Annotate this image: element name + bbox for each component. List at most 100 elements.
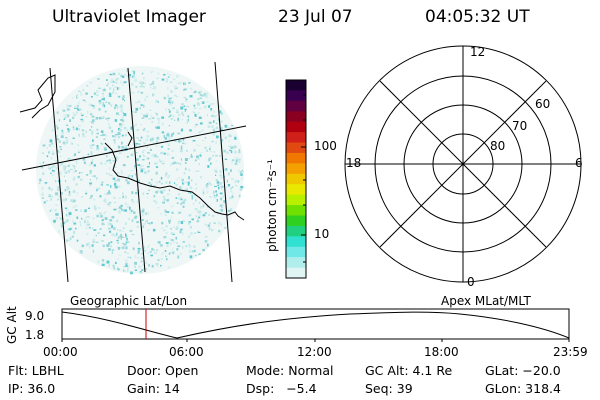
colorbar-band [286,267,306,279]
speckle [188,176,190,180]
timeline-x-tick: 00:00 [43,345,78,359]
speckle [99,101,102,105]
speckle [117,95,121,98]
colorbar-band [286,184,306,196]
speckle [139,81,143,85]
speckle [166,199,169,202]
speckle [82,158,86,161]
speckle [118,133,121,135]
mlat-label: 80 [490,139,506,153]
speckle [55,192,59,196]
speckle [54,159,58,162]
speckle [143,171,147,174]
speckle [123,243,127,246]
speckle [151,121,154,123]
speckle [120,119,123,121]
speckle [107,192,111,195]
speckle [134,111,137,113]
speckle [155,201,158,204]
speckle [165,141,169,143]
speckle [72,219,74,222]
speckle [154,111,157,115]
speckle [61,226,64,228]
speckle [197,98,200,101]
speckle [119,86,121,89]
speckle [93,199,96,201]
speckle [224,124,228,128]
speckle [80,112,82,116]
speckle [103,138,106,140]
speckle [45,183,47,185]
speckle [62,109,66,112]
speckle [155,181,157,183]
speckle [174,182,176,185]
speckle [106,184,109,186]
colorbar-band [286,80,306,92]
speckle [201,130,203,132]
speckle [157,122,160,125]
speckle [222,195,224,199]
speckle [182,142,185,144]
speckle [108,173,110,176]
speckle [39,182,41,185]
speckle [198,90,202,94]
speckle [181,139,183,142]
timeline-x-tick: 18:00 [424,345,459,359]
speckle [213,111,216,113]
speckle [175,227,178,230]
speckle [193,91,197,94]
speckle [151,117,155,119]
timeline-plot [61,308,570,342]
colorbar-band [286,100,306,112]
speckle [122,97,124,101]
speckle [181,112,184,115]
speckle [91,194,93,197]
speckle [129,229,133,232]
speckle [101,98,105,101]
speckle [158,119,161,122]
speckle [202,248,205,252]
speckle [196,170,200,172]
speckle [75,183,78,186]
speckle [163,236,167,239]
speckle [106,260,110,264]
speckle [93,205,96,208]
speckle [156,144,158,148]
speckle [114,186,118,189]
speckle [198,108,202,110]
speckle [179,197,183,199]
speckle [120,237,122,240]
speckle [232,159,235,162]
speckle [169,242,172,244]
speckle [132,70,136,72]
speckle [144,82,147,85]
speckle [71,235,74,238]
speckle [199,145,201,147]
speckle [173,78,176,81]
speckle [109,73,113,76]
speckle [167,76,170,78]
parallel-line [21,125,247,171]
speckle [114,180,118,182]
speckle [96,214,100,218]
colorbar-band [286,194,306,206]
speckle [78,150,81,153]
speckle [131,198,133,202]
speckle [113,88,115,91]
speckle [108,242,111,245]
speckle [124,73,127,75]
altitude-curve [61,311,570,339]
speckle [160,191,164,194]
speckle [148,170,150,172]
speckle [72,126,75,129]
speckle [226,127,230,129]
speckle [202,191,205,195]
speckle [146,197,149,199]
speckle [202,189,205,191]
speckle [60,192,63,195]
speckle [220,209,224,212]
speckle [216,212,219,215]
speckle [128,73,132,77]
speckle [91,130,94,134]
speckle [156,136,160,140]
